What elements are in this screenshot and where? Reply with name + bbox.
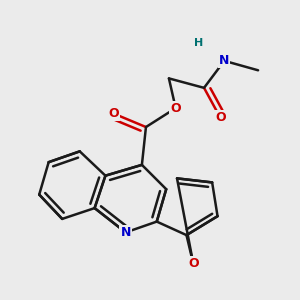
Text: N: N	[219, 54, 230, 67]
Text: O: O	[188, 257, 199, 270]
Text: O: O	[170, 102, 181, 115]
Text: O: O	[215, 111, 226, 124]
Text: H: H	[194, 38, 203, 48]
Text: O: O	[108, 107, 119, 120]
Text: N: N	[121, 226, 131, 239]
